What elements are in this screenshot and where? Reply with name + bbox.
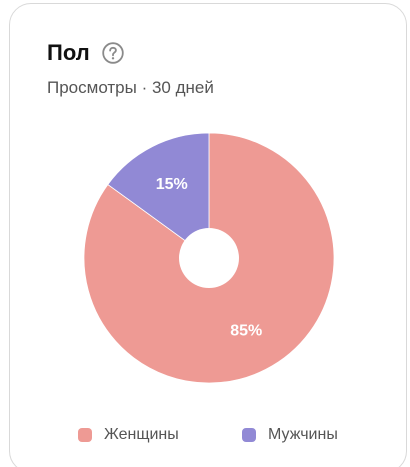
gender-card: Пол Просмотры · 30 дней 85% 15% Женщины М…	[9, 3, 407, 467]
slice-label-men: 15%	[156, 176, 188, 193]
slice-label-women: 85%	[230, 322, 262, 339]
slice-men[interactable]	[107, 132, 210, 259]
question-circle-icon[interactable]	[101, 42, 124, 64]
legend-item-women[interactable]: Женщины	[78, 425, 179, 445]
legend-swatch-women	[78, 428, 92, 442]
legend-item-men[interactable]: Мужчины	[242, 425, 338, 445]
legend-label-men: Мужчины	[268, 426, 338, 443]
chart-legend: Женщины Мужчины	[10, 425, 408, 445]
donut-hole	[179, 228, 239, 288]
gender-pie-chart: 85% 15%	[83, 132, 335, 384]
card-title: Пол	[47, 40, 90, 65]
legend-swatch-men	[242, 428, 256, 442]
legend-label-women: Женщины	[104, 426, 179, 443]
card-subtitle: Просмотры · 30 дней	[47, 78, 214, 97]
card-header: Пол	[47, 40, 124, 66]
